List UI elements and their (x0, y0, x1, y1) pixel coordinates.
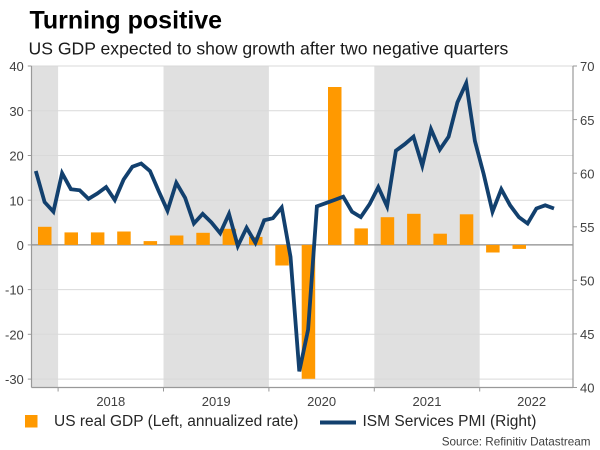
svg-text:US real GDP (Left, annualized: US real GDP (Left, annualized rate) (54, 413, 298, 430)
svg-text:45: 45 (580, 327, 594, 342)
svg-text:2020: 2020 (307, 394, 336, 409)
svg-text:30: 30 (9, 104, 23, 119)
svg-text:2019: 2019 (202, 394, 231, 409)
svg-text:-20: -20 (5, 327, 24, 342)
svg-text:Turning positive: Turning positive (30, 6, 223, 34)
svg-text:2021: 2021 (413, 394, 442, 409)
svg-text:-10: -10 (5, 283, 24, 298)
svg-text:40: 40 (580, 381, 594, 396)
svg-text:US GDP expected to show growth: US GDP expected to show growth after two… (29, 38, 509, 58)
svg-text:55: 55 (580, 220, 594, 235)
svg-text:65: 65 (580, 113, 594, 128)
svg-text:40: 40 (9, 59, 23, 74)
svg-text:10: 10 (9, 193, 23, 208)
svg-text:0: 0 (17, 238, 24, 253)
svg-text:20: 20 (9, 149, 23, 164)
svg-text:60: 60 (580, 166, 594, 181)
svg-text:ISM Services PMI (Right): ISM Services PMI (Right) (363, 413, 537, 430)
svg-text:2022: 2022 (517, 394, 546, 409)
svg-text:-30: -30 (5, 372, 24, 387)
svg-text:2018: 2018 (96, 394, 125, 409)
svg-text:70: 70 (580, 59, 594, 74)
svg-text:Source: Refinitiv Datastream: Source: Refinitiv Datastream (442, 436, 591, 449)
svg-text:50: 50 (580, 274, 594, 289)
